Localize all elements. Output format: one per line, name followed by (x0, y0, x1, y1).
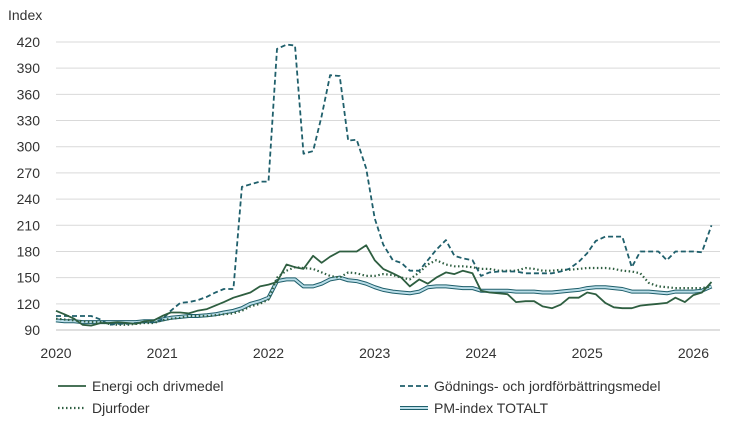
series-line-energi (55, 244, 713, 327)
x-tick-label: 2024 (465, 345, 496, 361)
series-line-pm-index-outline (55, 275, 713, 325)
y-tick-label: 240 (17, 191, 41, 207)
legend: Energi och drivmedel Gödnings- och jordfö… (58, 378, 660, 416)
legend-item-pm: PM-index TOTALT (400, 400, 549, 416)
series-line-godnings (56, 43, 713, 326)
y-tick-label: 360 (17, 86, 41, 102)
x-tick-label: 2021 (147, 345, 178, 361)
x-axis-ticks: 2020 2021 2022 2023 2024 2025 2026 (40, 345, 709, 361)
legend-label: Djurfoder (92, 400, 150, 416)
y-tick-label: 120 (17, 296, 41, 312)
x-tick-label: 2020 (40, 345, 71, 361)
y-axis-ticks: 90 120 150 180 210 240 270 300 330 360 390 420 (17, 34, 41, 338)
y-tick-label: 90 (24, 322, 40, 338)
x-tick-label: 2023 (359, 345, 390, 361)
y-tick-label: 210 (17, 217, 41, 233)
legend-label: Gödnings- och jordförbättringsmedel (434, 378, 660, 394)
y-tick-label: 300 (17, 139, 41, 155)
y-tick-label: 270 (17, 165, 41, 181)
series-line-djurfoder (55, 259, 712, 326)
x-tick-label: 2022 (253, 345, 284, 361)
legend-item-djurfoder: Djurfoder (58, 400, 150, 416)
y-tick-label: 150 (17, 270, 41, 286)
y-axis-label: Index (8, 7, 42, 23)
y-tick-label: 390 (17, 60, 41, 76)
x-tick-label: 2025 (572, 345, 603, 361)
series-lines (55, 43, 713, 327)
legend-label: PM-index TOTALT (434, 400, 549, 416)
legend-item-godnings: Gödnings- och jordförbättringsmedel (400, 378, 660, 394)
y-tick-label: 330 (17, 113, 41, 129)
x-tick-label: 2026 (678, 345, 709, 361)
legend-label: Energi och drivmedel (92, 378, 224, 394)
y-tick-label: 180 (17, 243, 41, 259)
series-line-pm-index (55, 276, 712, 324)
y-tick-label: 420 (17, 34, 41, 50)
legend-item-energi: Energi och drivmedel (58, 378, 224, 394)
gridlines (56, 41, 720, 331)
